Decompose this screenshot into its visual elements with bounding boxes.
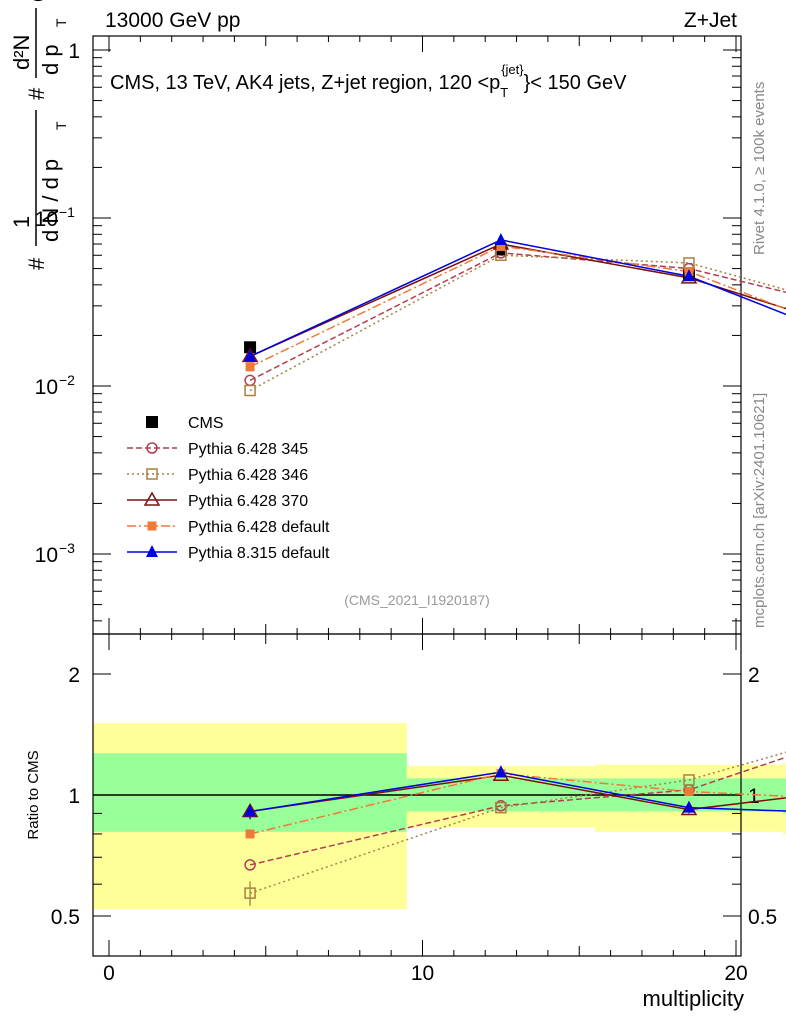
ylabel-T2: T	[53, 18, 69, 27]
legend-label: Pythia 8.315 default	[188, 545, 330, 562]
series-markers	[241, 232, 698, 899]
ylabel-d2N: d²N	[9, 35, 34, 70]
ylabel-dlambda: dλ	[24, 0, 49, 2]
ylabel-dN: d N / d p	[38, 159, 63, 242]
y-tick-ratio-label: 1	[68, 785, 80, 808]
legend-label: Pythia 6.428 370	[188, 493, 308, 510]
x-tick-label: 0	[103, 962, 115, 985]
legend-label: CMS	[188, 415, 224, 432]
ratio-point	[495, 801, 507, 814]
data-point	[244, 384, 256, 397]
ylabel-dp: d p	[38, 44, 63, 75]
series-line-5	[249, 239, 786, 358]
ratio-point	[684, 787, 694, 797]
site-note: mcplots.cern.ch [arXiv:2401.10621]	[751, 393, 768, 628]
plot-title-main: CMS, 13 TeV, AK4 jets, Z+jet region, 120…	[110, 72, 500, 94]
data-point	[245, 362, 255, 372]
ratio-point	[244, 804, 257, 817]
series-line-3	[249, 243, 786, 358]
y-tick-label: 10	[35, 208, 58, 231]
ratio-line-2	[249, 751, 786, 894]
y-tick-label: 1	[68, 40, 80, 63]
rivet-note: Rivet 4.1.0, ≥ 100k events	[751, 82, 768, 255]
plot-title-sup: {jet}	[501, 62, 524, 77]
ylabel-sharp: #	[24, 257, 49, 270]
data-point	[244, 341, 257, 354]
process-label: Z+Jet	[684, 9, 737, 32]
data-point	[682, 269, 695, 282]
legend-marker	[147, 521, 157, 531]
series-line-2	[249, 254, 786, 392]
y-axis-label: # 1 d N / d p T # d²N d p T dλ	[9, 0, 69, 270]
ratio-y-label: Ratio to CMS	[25, 750, 42, 839]
y-tick-exponent: −1	[59, 204, 75, 220]
plot-title-sub: T	[500, 85, 508, 100]
ratio-point	[245, 829, 255, 839]
legend-marker	[146, 416, 158, 428]
plot-title: CMS, 13 TeV, AK4 jets, Z+jet region, 120…	[110, 62, 627, 100]
ratio-point	[682, 800, 695, 813]
band-inner-3	[783, 778, 786, 814]
legend-label: Pythia 6.428 default	[188, 519, 330, 536]
y-tick-ratio-label-right: 0.5	[748, 906, 777, 929]
legend-label: Pythia 6.428 345	[188, 441, 308, 458]
ratio-uncertainty-bands	[93, 723, 786, 910]
ratio-point	[683, 774, 695, 786]
series-line-1	[249, 252, 786, 382]
y-tick-exponent: −2	[59, 372, 75, 388]
ratio-point	[244, 887, 256, 899]
series-line-4	[249, 245, 786, 368]
ratio-point	[494, 765, 507, 778]
legend-marker	[146, 442, 158, 454]
x-tick-label: 20	[724, 962, 747, 985]
plot-title-end: }< 150 GeV	[524, 72, 628, 94]
y-tick-ratio-label: 2	[68, 664, 80, 687]
ylabel-one: 1	[9, 216, 34, 228]
y-tick-ratio-label-right: 1	[748, 785, 760, 808]
data-point	[496, 241, 506, 251]
legend: CMS Pythia 6.428 345 Pythia 6.428 346 Pythi…	[127, 415, 330, 562]
x-axis-label: multiplicity	[643, 986, 744, 1011]
band-inner-0	[93, 753, 407, 832]
beam-label: 13000 GeV pp	[105, 9, 240, 32]
legend-label: Pythia 6.428 346	[188, 467, 308, 484]
ratio-point	[244, 859, 256, 871]
analysis-id: (CMS_2021_I1920187)	[344, 592, 490, 608]
y-tick-ratio-label-right: 2	[748, 664, 760, 687]
y-tick-ratio-label: 0.5	[51, 906, 80, 929]
x-tick-label: 10	[411, 962, 434, 985]
y-tick-label: 10	[35, 544, 58, 567]
ylabel-T: T	[53, 121, 69, 130]
legend-marker	[146, 468, 158, 480]
legend-marker	[146, 545, 158, 557]
y-tick-label: 10	[35, 376, 58, 399]
data-point	[494, 232, 507, 245]
ylabel-sharp2: #	[24, 87, 49, 100]
data-point	[244, 349, 257, 362]
y-tick-exponent: −3	[59, 540, 75, 556]
legend-marker	[143, 491, 161, 506]
